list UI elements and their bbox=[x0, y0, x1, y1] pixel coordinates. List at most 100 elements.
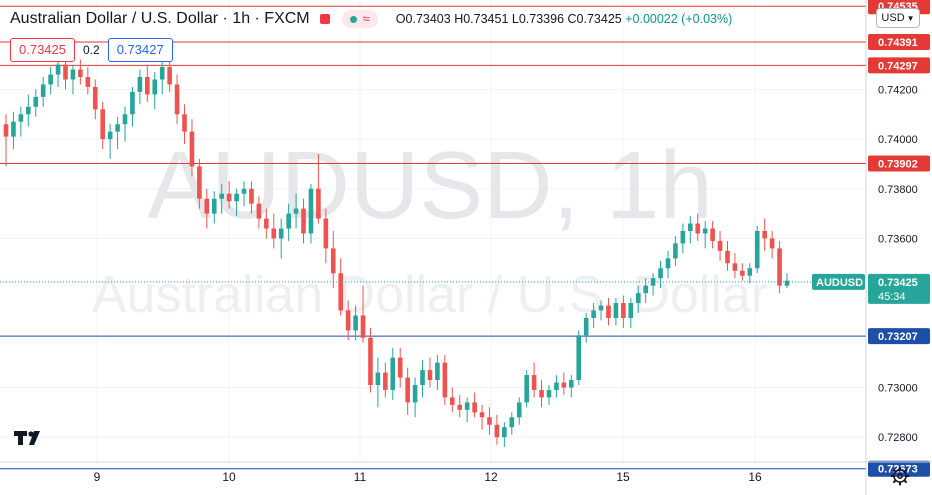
candle-body bbox=[740, 270, 745, 276]
indicator-pill[interactable]: ≈ bbox=[341, 10, 378, 28]
candle-body bbox=[613, 303, 619, 318]
candle-body bbox=[635, 293, 641, 304]
change-value: +0.00022 (+0.03%) bbox=[625, 12, 733, 26]
close-label: C bbox=[567, 12, 577, 26]
candle bbox=[330, 231, 336, 289]
candle-body bbox=[710, 228, 715, 241]
low-value: 0.73396 bbox=[518, 12, 565, 26]
tradingview-logo-icon[interactable] bbox=[14, 428, 44, 448]
candle bbox=[234, 188, 239, 217]
candle-body bbox=[435, 362, 440, 381]
candle-body bbox=[152, 79, 158, 95]
candle bbox=[717, 231, 723, 261]
candle bbox=[152, 72, 158, 110]
high-value: 0.73451 bbox=[463, 12, 509, 26]
price-axis-bg bbox=[866, 0, 932, 462]
candle-body bbox=[137, 77, 143, 92]
level-label: 0.73902 bbox=[878, 158, 918, 170]
currency-selector[interactable]: USD ▼ bbox=[876, 8, 920, 28]
candle-body bbox=[130, 91, 135, 115]
candle-body bbox=[256, 203, 262, 219]
level-label: 0.74297 bbox=[878, 60, 918, 72]
close-value: 0.73425 bbox=[576, 12, 622, 26]
candle-body bbox=[33, 96, 39, 107]
candle bbox=[189, 119, 195, 177]
candle-body bbox=[687, 223, 693, 231]
ohlc-readout: O0.73403 H0.73451 L0.73396 C0.73425 +0.0… bbox=[396, 12, 732, 26]
candle bbox=[397, 347, 403, 388]
candle bbox=[435, 355, 440, 390]
candle-body bbox=[427, 370, 433, 381]
candle-body bbox=[673, 243, 678, 259]
candle-body bbox=[546, 389, 552, 398]
candle bbox=[420, 360, 425, 398]
x-tick-label: 10 bbox=[222, 470, 236, 484]
quote-panel: 0.73425 0.2 0.73427 bbox=[10, 38, 173, 62]
candle-body bbox=[420, 370, 425, 385]
x-tick-label: 11 bbox=[354, 470, 367, 484]
candle bbox=[554, 375, 559, 398]
candle bbox=[278, 218, 284, 259]
symbol-label-bg bbox=[812, 273, 865, 290]
candle bbox=[390, 347, 396, 400]
candle-body bbox=[442, 362, 448, 398]
candle bbox=[55, 57, 61, 87]
currency-label: USD bbox=[881, 12, 905, 24]
y-tick-label: 0.72800 bbox=[878, 432, 918, 444]
candle bbox=[78, 59, 83, 85]
candle bbox=[211, 191, 217, 224]
candle bbox=[754, 226, 760, 274]
candle-body bbox=[368, 337, 373, 385]
candle bbox=[264, 208, 269, 239]
candle-body bbox=[777, 248, 782, 286]
candle-body bbox=[747, 268, 753, 276]
candle bbox=[219, 183, 225, 214]
symbol-title[interactable]: Australian Dollar / U.S. Dollar · 1h · F… bbox=[10, 10, 310, 27]
candle-body bbox=[621, 303, 626, 318]
candle bbox=[442, 355, 448, 405]
candle-body bbox=[330, 248, 336, 274]
candle bbox=[487, 407, 492, 435]
candle-body bbox=[539, 389, 544, 398]
buy-button[interactable]: 0.73427 bbox=[107, 38, 173, 62]
candle bbox=[241, 181, 247, 207]
candle bbox=[457, 394, 463, 418]
candle-body bbox=[204, 198, 210, 214]
symbol-label: AUDUSD bbox=[816, 277, 863, 289]
candle bbox=[509, 412, 515, 435]
y-tick-label: 0.74000 bbox=[878, 134, 918, 146]
candle-body bbox=[122, 114, 128, 125]
candle bbox=[777, 240, 782, 294]
candle-body bbox=[494, 424, 500, 438]
candle-body bbox=[107, 131, 113, 140]
price-axis[interactable]: 0.74200 0.74000 0.73800 0.73600 0.73000 0.728… bbox=[865, 0, 932, 495]
candle-body bbox=[680, 231, 686, 244]
level-label-bg bbox=[868, 328, 930, 345]
candle bbox=[130, 86, 135, 127]
candle-body bbox=[85, 77, 91, 87]
candle bbox=[33, 89, 39, 117]
candle-body bbox=[449, 397, 455, 405]
candle-body bbox=[695, 223, 701, 234]
candle bbox=[539, 380, 544, 408]
candle-body bbox=[524, 375, 529, 403]
candle bbox=[502, 422, 507, 448]
sell-button[interactable]: 0.73425 bbox=[10, 38, 75, 62]
level-label: 0.74391 bbox=[878, 37, 918, 49]
candle-body bbox=[26, 106, 31, 115]
market-status-icon bbox=[319, 14, 330, 24]
candle-body bbox=[598, 305, 604, 311]
candle bbox=[204, 188, 210, 229]
candle bbox=[561, 372, 567, 395]
gear-icon[interactable] bbox=[890, 466, 910, 486]
candle bbox=[710, 221, 715, 249]
candle-body bbox=[576, 335, 582, 381]
wave-icon: ≈ bbox=[362, 11, 370, 26]
candle-body bbox=[182, 114, 187, 132]
candle bbox=[368, 327, 373, 393]
candle-body bbox=[301, 208, 306, 234]
time-axis[interactable]: 9 10 11 12 15 16 bbox=[0, 461, 932, 484]
candle-body bbox=[383, 372, 388, 390]
